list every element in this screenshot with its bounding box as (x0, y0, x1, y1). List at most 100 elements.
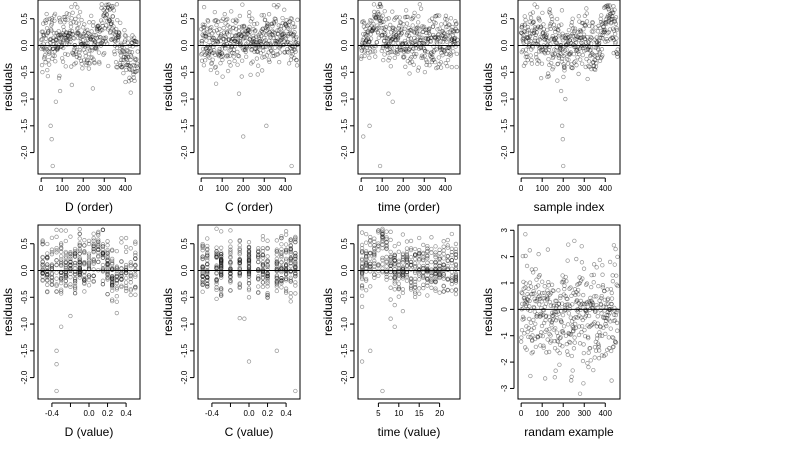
data-point (574, 36, 580, 41)
data-point (200, 274, 205, 279)
data-point (598, 307, 603, 313)
data-point (553, 48, 559, 53)
data-point (69, 4, 74, 10)
data-point (219, 251, 224, 257)
data-point (538, 330, 544, 335)
data-point (564, 279, 569, 284)
data-point (91, 243, 96, 248)
data-point (256, 276, 261, 281)
data-point (279, 250, 284, 255)
data-point (274, 281, 279, 286)
data-point (602, 308, 607, 313)
data-point (265, 272, 270, 277)
data-point (85, 57, 90, 63)
data-point (451, 38, 456, 43)
data-point (77, 262, 82, 268)
data-point (125, 40, 130, 45)
data-point (408, 276, 414, 281)
data-point (96, 250, 101, 255)
data-point (579, 315, 584, 320)
data-point (288, 246, 293, 251)
data-point (54, 276, 59, 281)
y-tick-label: 0.0 (180, 39, 189, 51)
data-point (66, 33, 71, 38)
data-point (527, 34, 533, 39)
data-point (573, 59, 578, 64)
data-point (613, 21, 618, 26)
data-point (547, 62, 552, 68)
data-point (608, 21, 614, 26)
data-point (219, 245, 224, 250)
data-point (378, 3, 383, 8)
data-point (425, 36, 431, 42)
data-point (114, 310, 119, 316)
data-point (279, 234, 284, 239)
data-point (274, 288, 279, 294)
data-point (246, 245, 252, 250)
data-point (606, 15, 612, 21)
data-point (288, 247, 293, 252)
data-point (114, 278, 119, 284)
data-point (283, 267, 289, 272)
data-point (544, 36, 549, 41)
data-point (574, 298, 580, 304)
data-point (401, 22, 406, 27)
data-point (453, 291, 459, 297)
data-point (263, 32, 269, 37)
data-point (260, 267, 266, 272)
data-point (84, 33, 89, 38)
data-point (520, 48, 525, 53)
data-point (213, 64, 219, 70)
data-point (236, 53, 241, 58)
data-point (231, 36, 236, 41)
data-point (368, 242, 373, 248)
data-point (114, 27, 119, 32)
data-point (279, 281, 284, 286)
data-point (49, 272, 55, 277)
data-point (427, 63, 432, 68)
data-point (274, 248, 279, 254)
x-tick-label: 200 (557, 184, 571, 193)
data-point (123, 33, 128, 38)
data-point (109, 4, 114, 9)
data-point (583, 64, 588, 70)
data-point (77, 251, 82, 256)
data-point (552, 51, 557, 57)
data-point (614, 273, 619, 278)
data-point (63, 260, 68, 265)
data-point (61, 24, 66, 30)
data-point (214, 251, 219, 257)
data-point (74, 20, 79, 25)
data-point (552, 37, 558, 42)
data-point (396, 281, 401, 286)
data-point (393, 50, 398, 55)
data-point (563, 294, 568, 299)
data-point (110, 26, 115, 31)
data-point (100, 251, 106, 256)
plot-frame (357, 0, 461, 175)
data-point (593, 348, 599, 353)
data-point (128, 57, 133, 62)
data-point (209, 61, 214, 66)
data-point (85, 37, 91, 42)
data-point (433, 35, 438, 40)
data-points (198, 2, 300, 169)
data-point (376, 228, 381, 233)
data-point (77, 246, 82, 252)
data-point (288, 261, 293, 266)
data-point (82, 22, 87, 27)
data-point (614, 27, 619, 33)
data-point (397, 20, 403, 25)
data-point (86, 241, 92, 247)
data-point (568, 40, 574, 46)
data-point (384, 244, 389, 249)
data-point (207, 26, 212, 31)
data-point (414, 26, 420, 31)
data-point (218, 50, 223, 55)
data-point (589, 284, 594, 290)
data-point (549, 20, 554, 25)
data-point (368, 234, 373, 240)
data-point (552, 312, 557, 317)
data-point (80, 38, 86, 43)
